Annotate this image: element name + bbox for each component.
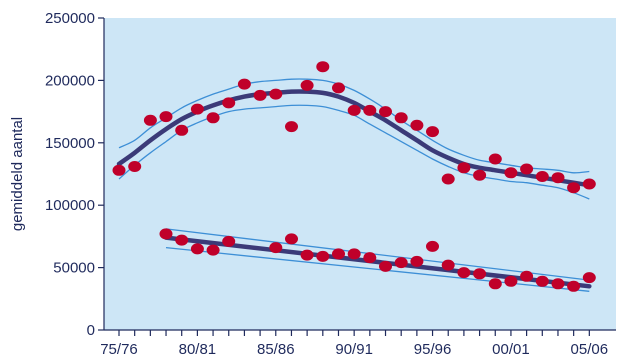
series-2-point bbox=[363, 252, 377, 264]
series-1-point bbox=[441, 173, 455, 185]
series-1-point bbox=[143, 114, 157, 126]
x-tick-label: 80/81 bbox=[179, 341, 217, 358]
x-tick-label: 85/86 bbox=[257, 341, 295, 358]
y-axis-title: gemiddeld aantal bbox=[9, 117, 26, 231]
series-1-point bbox=[128, 161, 142, 172]
series-2-point bbox=[300, 249, 314, 261]
series-1-point bbox=[175, 124, 189, 136]
series-2-point bbox=[269, 242, 283, 254]
series-1-point bbox=[582, 178, 596, 190]
x-axis-ticks: 75/76 80/81 85/86 90/91 95/96 00/01 05/06 bbox=[100, 330, 608, 358]
series-1-upper-band bbox=[118, 78, 590, 174]
series-1-point bbox=[520, 163, 534, 175]
x-tick-label: 95/96 bbox=[414, 341, 452, 358]
series-1-point bbox=[237, 78, 251, 90]
series-1-point bbox=[190, 103, 204, 115]
data-points bbox=[112, 61, 596, 292]
series-2-point bbox=[347, 248, 361, 260]
series-1-point bbox=[222, 97, 236, 109]
series-1-point bbox=[285, 121, 298, 133]
series-1-point bbox=[567, 182, 581, 194]
series-2-point bbox=[473, 268, 487, 280]
series-2-point bbox=[582, 272, 596, 284]
x-tick-label: 00/01 bbox=[492, 341, 530, 358]
series-1-point bbox=[426, 126, 439, 138]
series-1-point bbox=[394, 112, 408, 124]
series-1-point bbox=[457, 162, 471, 174]
series-2-lower-band bbox=[165, 246, 590, 292]
y-tick-label: 0 bbox=[87, 322, 95, 339]
series-2-point bbox=[535, 275, 549, 287]
series-2-point bbox=[316, 250, 330, 262]
series-2-point bbox=[394, 257, 408, 269]
series-2-point bbox=[457, 267, 471, 279]
series-1-point bbox=[112, 164, 126, 176]
axes bbox=[103, 18, 616, 331]
y-tick-label: 150000 bbox=[45, 135, 95, 152]
x-tick-label: 75/76 bbox=[100, 341, 138, 358]
series-2-point bbox=[488, 278, 502, 290]
series-2-trend-line bbox=[163, 235, 592, 289]
series-1-point bbox=[206, 112, 220, 124]
series-1-point bbox=[300, 79, 314, 91]
series-2-point bbox=[332, 248, 345, 260]
y-tick-label: 200000 bbox=[45, 72, 95, 89]
series-2-point bbox=[175, 234, 189, 246]
y-axis-ticks: 0 50000 100000 150000 200000 250000 bbox=[45, 10, 104, 339]
series-1-point bbox=[504, 167, 518, 179]
y-tick-label: 100000 bbox=[45, 197, 95, 214]
series-2-point bbox=[441, 259, 455, 271]
series-1-point bbox=[347, 104, 361, 116]
series-2-point bbox=[379, 260, 392, 272]
series-2-point bbox=[285, 233, 298, 245]
series-2-point bbox=[426, 240, 439, 252]
series-1-point bbox=[551, 172, 565, 184]
series-1-point bbox=[410, 119, 424, 131]
series-1-point bbox=[253, 89, 267, 101]
series-1-point bbox=[488, 153, 502, 165]
series-1-point bbox=[159, 111, 173, 123]
series-1-point bbox=[379, 106, 392, 118]
series-1-point bbox=[332, 82, 345, 94]
series-2-point bbox=[551, 278, 565, 290]
x-tick-label: 90/91 bbox=[335, 341, 373, 358]
y-tick-label: 250000 bbox=[45, 10, 95, 27]
series-2-point bbox=[159, 228, 173, 240]
x-tick-label: 05/06 bbox=[571, 341, 609, 358]
series-2-point bbox=[504, 275, 518, 287]
series-2-upper-band bbox=[165, 228, 590, 281]
series-1-point bbox=[269, 88, 283, 100]
series-2-point bbox=[520, 270, 534, 282]
series-2-point bbox=[206, 244, 220, 256]
series-2-point bbox=[222, 235, 236, 247]
y-tick-label: 50000 bbox=[53, 260, 95, 277]
series-2-point bbox=[190, 243, 204, 255]
series-1-point bbox=[316, 61, 330, 73]
series-1-point bbox=[535, 171, 549, 182]
series-1-point bbox=[363, 104, 377, 116]
series-2-point bbox=[567, 280, 581, 292]
series-2-point bbox=[410, 255, 424, 267]
series-1-point bbox=[473, 169, 487, 181]
